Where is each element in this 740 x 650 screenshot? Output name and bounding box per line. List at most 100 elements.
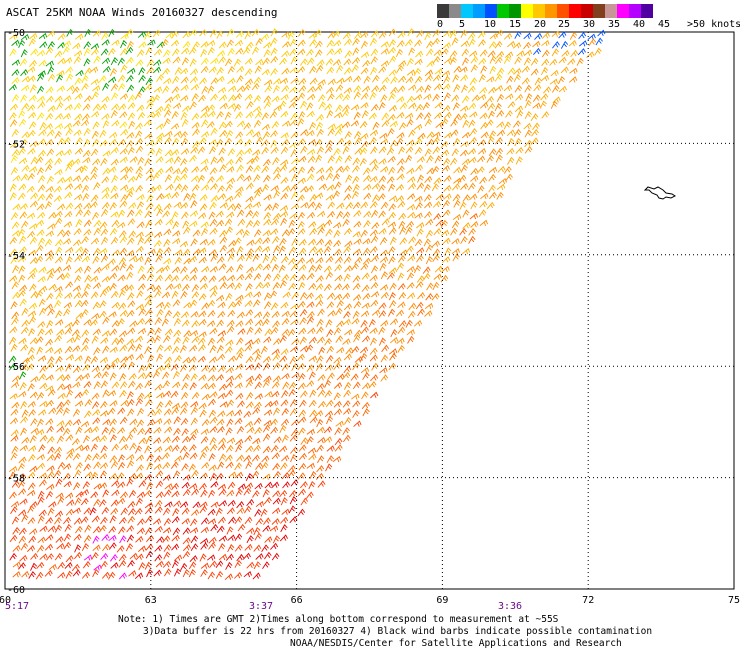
wind-barb — [182, 356, 191, 364]
wind-barb — [102, 543, 110, 552]
wind-barb — [234, 299, 242, 308]
wind-barb — [308, 453, 317, 461]
wind-barb — [291, 362, 299, 371]
wind-barb — [47, 73, 56, 82]
wind-barb — [432, 29, 441, 38]
wind-barb — [83, 463, 91, 472]
wind-barb — [300, 58, 308, 66]
legend-swatch — [473, 4, 485, 18]
wind-barb — [424, 84, 432, 93]
wind-barb — [217, 301, 226, 309]
wind-barb — [432, 136, 440, 145]
wind-barb — [326, 66, 335, 75]
wind-barb — [107, 76, 117, 83]
wind-barb — [552, 96, 561, 104]
wind-barb — [297, 177, 306, 184]
wind-barb — [327, 155, 335, 164]
wind-barb — [189, 329, 199, 337]
wind-barb — [10, 500, 20, 508]
map-title: ASCAT 25KM NOAA Winds 20160327 descendin… — [6, 6, 278, 19]
wind-barb — [161, 291, 170, 299]
wind-barb — [65, 256, 73, 265]
wind-barb — [300, 201, 309, 209]
wind-barb — [63, 472, 71, 481]
wind-barb — [227, 544, 235, 553]
map-frame — [4, 31, 735, 590]
wind-barb — [135, 497, 143, 506]
wind-barb — [198, 247, 207, 254]
wind-barb — [54, 239, 63, 247]
wind-barb — [180, 364, 188, 373]
wind-barb — [45, 338, 53, 347]
wind-barb — [154, 383, 163, 391]
wind-barb — [92, 417, 101, 425]
wind-barb — [136, 193, 145, 201]
wind-barb — [71, 563, 80, 572]
wind-barb — [134, 472, 144, 480]
wind-barb — [92, 85, 101, 92]
wind-barb — [120, 184, 129, 191]
wind-barb — [155, 105, 164, 113]
wind-barb — [118, 435, 127, 444]
wind-barb — [336, 373, 345, 381]
wind-barb — [264, 551, 272, 560]
wind-barb — [146, 534, 154, 543]
wind-barb — [217, 483, 227, 491]
wind-barb — [470, 221, 479, 228]
wind-barb — [336, 77, 345, 84]
wind-barb — [287, 469, 296, 478]
wind-barb — [244, 505, 252, 514]
wind-barb — [432, 93, 440, 102]
wind-barb — [75, 462, 83, 470]
wind-barb — [198, 310, 207, 318]
wind-barb — [425, 218, 434, 226]
wind-barb — [578, 31, 587, 40]
wind-barb — [352, 294, 362, 301]
wind-barb — [534, 32, 543, 40]
wind-barb — [39, 122, 47, 131]
wind-barb — [64, 183, 74, 190]
wind-barb — [360, 263, 369, 271]
wind-barb — [263, 218, 272, 226]
wind-barb — [66, 84, 75, 92]
lat-tick-label: -50 — [7, 28, 25, 39]
wind-barb — [155, 123, 165, 130]
wind-barb — [30, 552, 39, 560]
wind-barb — [495, 29, 504, 37]
wind-barb — [227, 253, 235, 262]
wind-barb — [460, 40, 470, 47]
wind-barb — [37, 70, 46, 77]
wind-barb — [378, 66, 387, 74]
wind-barb — [423, 238, 431, 247]
wind-barb — [450, 119, 458, 127]
wind-barb — [523, 41, 531, 50]
wind-barb — [390, 329, 398, 338]
wind-barb — [236, 426, 245, 434]
wind-barb — [323, 265, 332, 273]
wind-barb — [18, 274, 26, 283]
wind-barb — [10, 506, 18, 515]
wind-barb — [488, 110, 496, 119]
wind-barb — [164, 344, 173, 352]
wind-barb — [451, 220, 460, 229]
wind-barb — [172, 346, 180, 354]
wind-barb — [306, 301, 315, 309]
wind-barb — [228, 301, 236, 309]
wind-barb — [92, 452, 100, 461]
wind-barb — [272, 462, 280, 471]
legend-label: 25 — [558, 19, 571, 30]
wind-barb — [47, 66, 55, 75]
wind-barb — [47, 507, 55, 516]
wind-barb — [90, 275, 99, 282]
wind-barb — [298, 488, 306, 496]
wind-barb — [110, 109, 118, 119]
wind-barb — [224, 111, 232, 120]
wind-barb — [390, 139, 398, 148]
wind-barb — [245, 182, 254, 190]
wind-barb — [550, 69, 559, 77]
wind-barb — [408, 182, 416, 190]
wind-barb — [37, 149, 46, 157]
wind-barb — [245, 445, 254, 453]
wind-barb — [197, 174, 206, 183]
wind-barb — [414, 238, 423, 247]
